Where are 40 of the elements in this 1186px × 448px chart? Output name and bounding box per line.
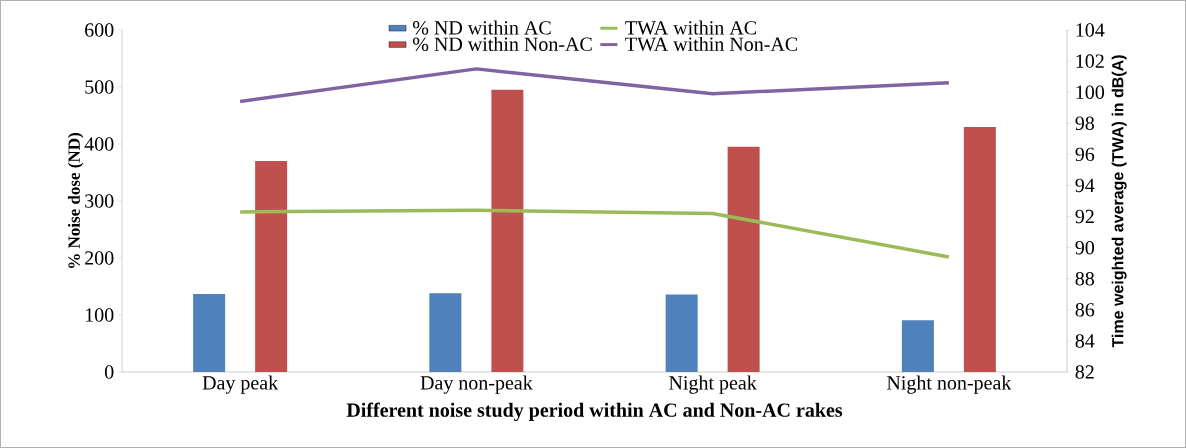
bar xyxy=(193,293,226,372)
y2-tick-label: 102 xyxy=(1076,54,1104,68)
y-tick-label: 600 xyxy=(85,23,114,37)
y2-tick-label: 90 xyxy=(1075,240,1095,255)
x-tick-label: Night non-peak xyxy=(886,375,1012,394)
line-series xyxy=(238,67,951,104)
y2-tick-label: 86 xyxy=(1075,303,1095,317)
y-tick-label: 500 xyxy=(85,80,114,94)
y2-axis-title: Time weighted average (TWA) in dB(A) xyxy=(1111,55,1127,348)
bar xyxy=(901,320,934,372)
y-axis-title: % Noise dose (ND) xyxy=(67,133,84,268)
bar xyxy=(963,126,996,372)
bar xyxy=(727,146,760,372)
y2-tick-label: 88 xyxy=(1075,271,1095,286)
y2-tick-label: 84 xyxy=(1075,334,1095,348)
legend-label: TWA within Non-AC xyxy=(625,36,798,52)
y-tick-label: 400 xyxy=(84,137,114,151)
x-tick-label: Day non-peak xyxy=(420,375,533,394)
y2-tick-label: 92 xyxy=(1075,209,1094,224)
bar xyxy=(255,161,288,372)
line-series xyxy=(238,208,951,259)
y-tick-label: 300 xyxy=(85,194,114,208)
y2-tick-label: 82 xyxy=(1075,365,1094,379)
x-axis-title: Different noise study period within AC and Non-AC rakes xyxy=(346,402,843,421)
legend-label: TWA within AC xyxy=(625,20,756,35)
legend-label: % ND within Non-AC xyxy=(412,36,592,52)
bar xyxy=(491,89,524,372)
y-tick-label: 200 xyxy=(85,251,114,265)
y2-tick-label: 100 xyxy=(1076,85,1105,99)
x-tick-label: Night peak xyxy=(669,375,757,394)
y2-tick-label: 98 xyxy=(1075,116,1095,131)
bar xyxy=(665,294,698,372)
x-tick-label: Day peak xyxy=(202,375,279,394)
y2-tick-label: 104 xyxy=(1076,23,1105,37)
bar xyxy=(429,293,462,372)
y-tick-label: 100 xyxy=(85,308,114,322)
y-tick-label: 0 xyxy=(104,365,114,379)
y2-tick-label: 96 xyxy=(1075,147,1095,162)
y2-tick-label: 94 xyxy=(1075,178,1095,193)
legend-label: % ND within AC xyxy=(412,20,551,35)
